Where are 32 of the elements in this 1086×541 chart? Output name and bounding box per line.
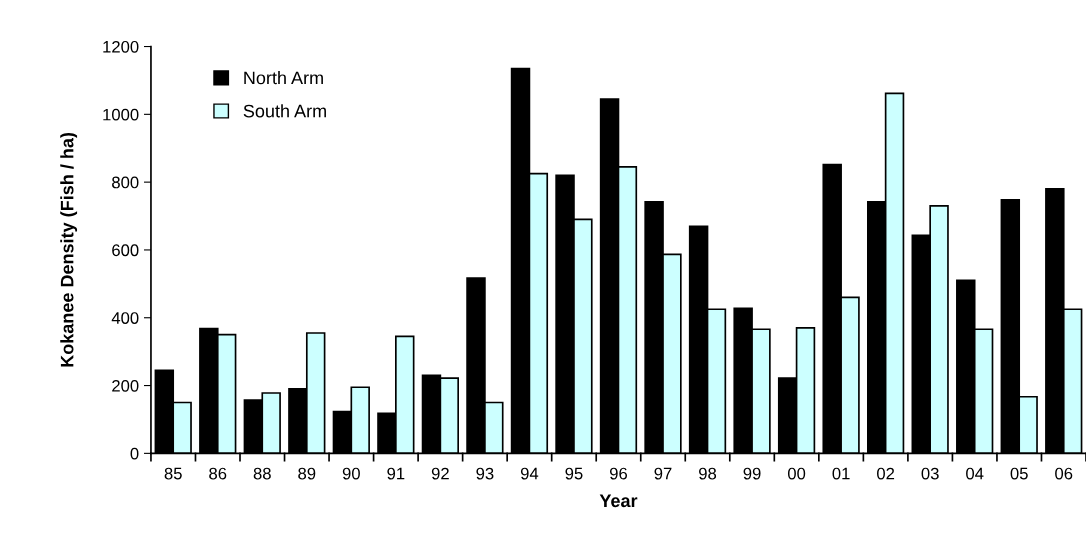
x-tick-label: 95 [565, 467, 583, 480]
x-tick-label: 00 [787, 467, 806, 480]
x-tick-label: 01 [832, 467, 850, 480]
x-tick-label: 05 [1010, 467, 1028, 480]
x-tick-label: 92 [431, 467, 449, 480]
x-tick-label: 85 [164, 467, 182, 480]
x-tick-label: 02 [877, 467, 895, 480]
x-axis-title: Year [599, 494, 638, 508]
y-tick-label: 1200 [103, 40, 139, 53]
x-tick-label: 90 [342, 467, 360, 480]
y-tick-label: 200 [112, 379, 139, 392]
x-tick-label: 99 [743, 467, 761, 480]
y-tick-label: 0 [130, 447, 139, 460]
legend-label: South Arm [243, 104, 326, 118]
x-tick-label: 89 [298, 467, 316, 480]
legend-label: North Arm [244, 71, 323, 85]
y-tick-label: 1000 [103, 108, 139, 121]
x-tick-label: 93 [476, 467, 494, 480]
x-tick-label: 88 [253, 467, 271, 480]
x-tick-label: 91 [387, 467, 405, 480]
x-tick-label: 04 [966, 467, 984, 480]
x-tick-label: 97 [654, 467, 672, 480]
y-axis-title: Kokanee Density (Fish / ha) [60, 132, 78, 367]
x-tick-label: 86 [209, 467, 227, 480]
y-tick-label: 400 [111, 312, 139, 324]
x-tick-label: 03 [921, 467, 939, 480]
y-tick-label: 800 [112, 176, 139, 189]
x-tick-label: 98 [699, 467, 717, 480]
x-tick-label: 94 [520, 467, 539, 480]
x-tick-label: 06 [1055, 467, 1073, 480]
x-tick-label: 96 [609, 467, 628, 480]
y-tick-label: 600 [112, 244, 139, 257]
